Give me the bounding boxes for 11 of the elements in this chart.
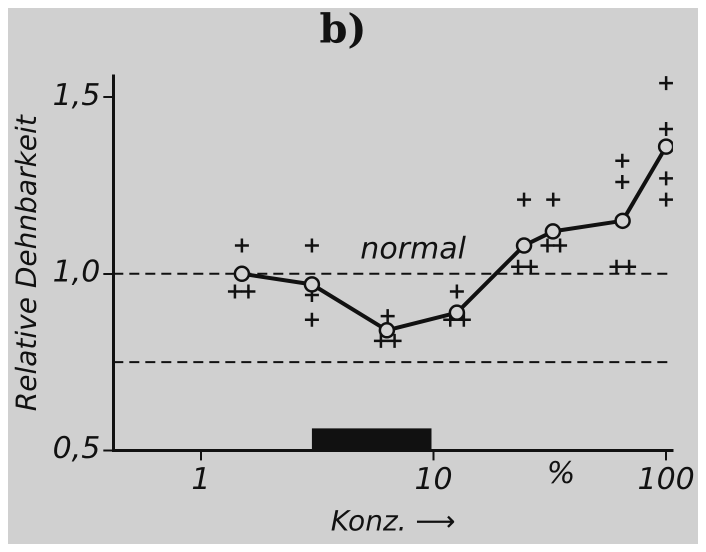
x-tick-label: 100 (637, 462, 695, 498)
y-axis-title: Relative Dehnbarkeit (10, 114, 44, 412)
x-axis-title: Konz. ⟶ (330, 504, 456, 538)
y-tick-label: 1,5 (52, 78, 100, 113)
text: % (546, 456, 576, 492)
y-tick-label: 1,0 (52, 254, 100, 290)
x-tick-label: 1 (191, 462, 210, 498)
y-tick-label: 0,5 (52, 431, 100, 466)
x-tick-label: 10 (414, 462, 453, 498)
ref-line-label: normal (360, 232, 467, 267)
chart-title: b) (320, 5, 366, 52)
